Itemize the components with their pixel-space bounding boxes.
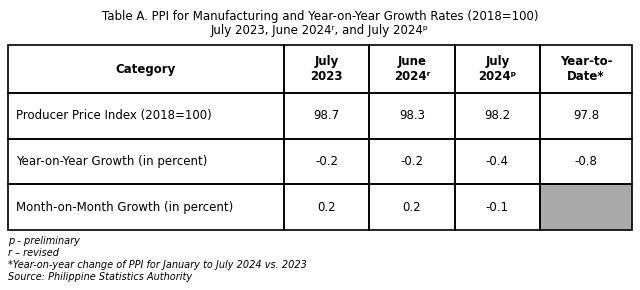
Bar: [369, 93, 454, 139]
Bar: [8, 45, 284, 93]
Text: *Year-on-year change of PPI for January to July 2024 vs. 2023: *Year-on-year change of PPI for January …: [8, 260, 307, 270]
Bar: [8, 184, 284, 230]
Bar: [8, 45, 284, 93]
Text: July
2023: July 2023: [310, 55, 343, 83]
Bar: [454, 45, 540, 93]
Text: 0.2: 0.2: [317, 201, 336, 214]
Text: 98.2: 98.2: [484, 109, 511, 122]
Bar: [284, 139, 369, 184]
Text: Month-on-Month Growth (in percent): Month-on-Month Growth (in percent): [16, 201, 233, 214]
Bar: [540, 45, 632, 93]
Bar: [369, 93, 454, 139]
Text: Year-on-Year Growth (in percent): Year-on-Year Growth (in percent): [16, 155, 207, 168]
Text: -0.4: -0.4: [486, 155, 509, 168]
Bar: [540, 93, 632, 139]
Bar: [284, 45, 369, 93]
Bar: [369, 184, 454, 230]
Bar: [540, 184, 632, 230]
Bar: [369, 45, 454, 93]
Bar: [8, 139, 284, 184]
Bar: [540, 93, 632, 139]
Bar: [284, 93, 369, 139]
Text: July 2023, June 2024ʳ, and July 2024ᵖ: July 2023, June 2024ʳ, and July 2024ᵖ: [211, 24, 429, 37]
Bar: [8, 93, 284, 139]
Bar: [284, 139, 369, 184]
Text: Category: Category: [116, 63, 176, 75]
Text: July
2024ᵖ: July 2024ᵖ: [478, 55, 516, 83]
Text: Year-to-
Date*: Year-to- Date*: [560, 55, 612, 83]
Bar: [369, 45, 454, 93]
Bar: [454, 184, 540, 230]
Text: -0.2: -0.2: [315, 155, 338, 168]
Bar: [454, 184, 540, 230]
Bar: [540, 139, 632, 184]
Bar: [454, 45, 540, 93]
Bar: [540, 139, 632, 184]
Text: Producer Price Index (2018=100): Producer Price Index (2018=100): [16, 109, 212, 122]
Bar: [369, 139, 454, 184]
Text: 98.3: 98.3: [399, 109, 425, 122]
Bar: [8, 184, 284, 230]
Text: -0.2: -0.2: [401, 155, 424, 168]
Text: Source: Philippine Statistics Authority: Source: Philippine Statistics Authority: [8, 272, 192, 282]
Text: 97.8: 97.8: [573, 109, 599, 122]
Bar: [369, 139, 454, 184]
Bar: [284, 45, 369, 93]
Bar: [454, 93, 540, 139]
Text: p - preliminary: p - preliminary: [8, 236, 80, 246]
Text: 0.2: 0.2: [403, 201, 421, 214]
Text: r – revised: r – revised: [8, 248, 59, 258]
Bar: [284, 184, 369, 230]
Text: -0.1: -0.1: [486, 201, 509, 214]
Bar: [540, 45, 632, 93]
Bar: [8, 139, 284, 184]
Bar: [284, 184, 369, 230]
Bar: [454, 93, 540, 139]
Bar: [454, 139, 540, 184]
Text: Table A. PPI for Manufacturing and Year-on-Year Growth Rates (2018=100): Table A. PPI for Manufacturing and Year-…: [102, 10, 538, 23]
Bar: [284, 93, 369, 139]
Text: June
2024ʳ: June 2024ʳ: [394, 55, 430, 83]
Bar: [8, 93, 284, 139]
Text: -0.8: -0.8: [575, 155, 598, 168]
Bar: [454, 139, 540, 184]
Bar: [540, 184, 632, 230]
Text: 98.7: 98.7: [314, 109, 340, 122]
Bar: [369, 184, 454, 230]
